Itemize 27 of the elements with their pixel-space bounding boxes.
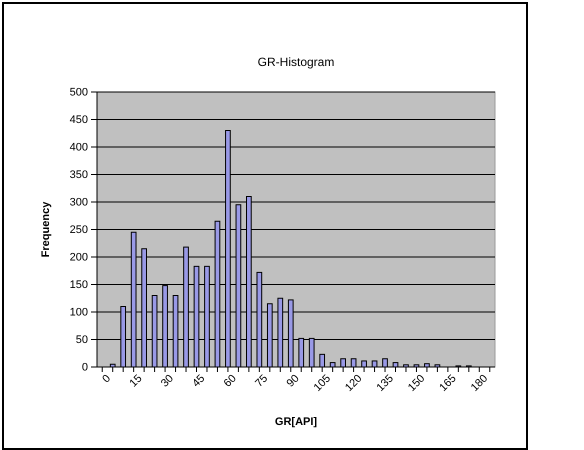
x-tick-label: 135 [374, 372, 396, 394]
y-tick-label: 250 [70, 224, 88, 236]
y-tick-label: 300 [70, 196, 88, 209]
x-tick-label: 120 [343, 372, 364, 394]
x-tick-label: 90 [284, 372, 302, 390]
y-tick-label: 50 [76, 334, 88, 346]
y-tick-label: 500 [70, 86, 88, 99]
x-tick-label: 165 [437, 372, 459, 394]
y-tick-label: 450 [70, 114, 88, 126]
x-tick-label: 15 [127, 372, 145, 390]
x-tick-label: 150 [406, 372, 428, 394]
y-tick-label: 200 [70, 252, 88, 264]
x-tick-label: 60 [222, 372, 239, 390]
x-tick-label: 75 [253, 372, 270, 390]
x-tick-label: 180 [468, 372, 490, 394]
y-tick-label: 350 [70, 169, 88, 182]
x-tick-label: 30 [158, 372, 176, 390]
y-tick-label: 400 [70, 142, 88, 154]
x-tick-label: 0 [100, 372, 114, 386]
y-axis-title: Frequency [40, 200, 52, 258]
x-tick-label: 45 [190, 372, 208, 390]
y-tick-label: 0 [82, 362, 88, 374]
y-tick-label: 100 [70, 306, 88, 319]
x-tick-label: 105 [312, 372, 334, 394]
x-axis-title: GR[API] [274, 416, 318, 428]
y-tick-label: 150 [70, 279, 88, 292]
chart-title: GR-Histogram [258, 55, 334, 69]
